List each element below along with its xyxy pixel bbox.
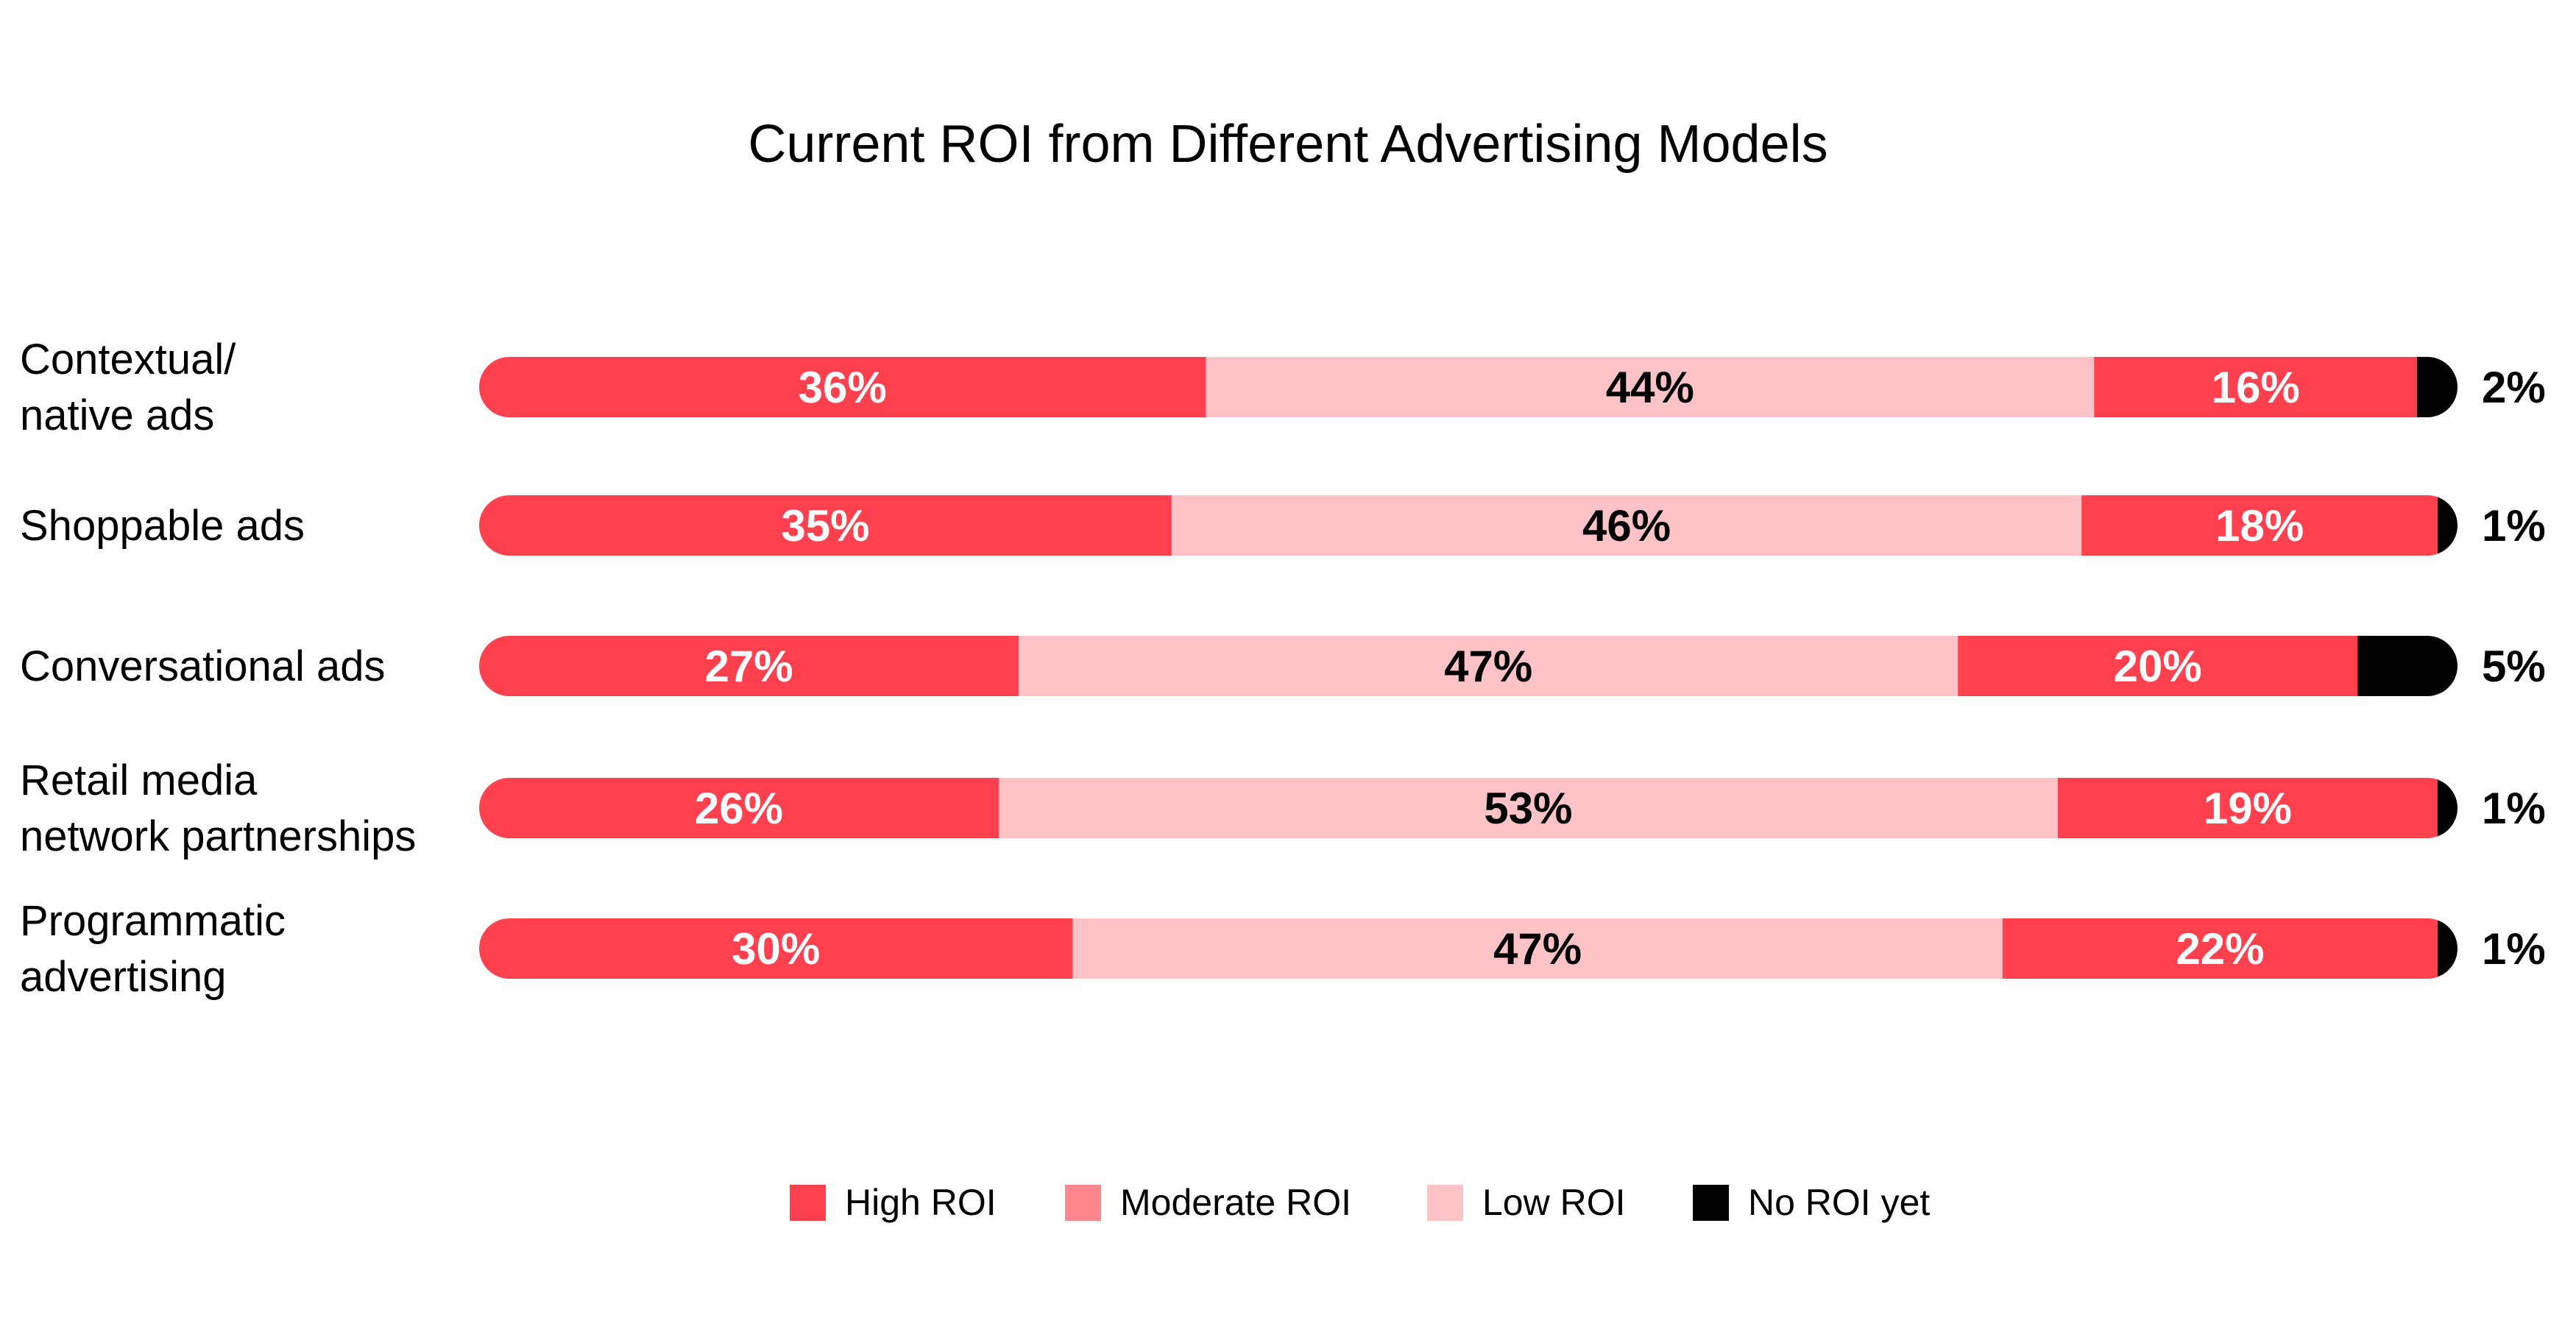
- data-label: 2%: [2482, 363, 2546, 412]
- legend-swatch: [1065, 1184, 1101, 1221]
- bar-row: [479, 357, 2458, 417]
- data-label: 22%: [2176, 924, 2264, 974]
- data-label: 1%: [2482, 924, 2546, 974]
- bar-segment-low-roi: [2057, 778, 2438, 838]
- category-label: Contextual/native ads: [20, 336, 236, 439]
- chart-title: Current ROI from Different Advertising M…: [748, 115, 1828, 174]
- category-label: Conversational ads: [20, 642, 386, 690]
- data-label: 18%: [2215, 501, 2304, 550]
- data-label: 20%: [2114, 642, 2202, 691]
- bar-segment-no-roi-yet: [2417, 357, 2458, 417]
- category-label: Programmatic advertising: [20, 897, 286, 1001]
- data-label: 46%: [1582, 501, 1671, 550]
- category-label: Shoppable ads: [20, 502, 305, 550]
- bar-row: [479, 778, 2458, 838]
- bar-segment-high-roi: [479, 778, 999, 838]
- data-label: 47%: [1493, 924, 1582, 974]
- bar-segment-high-roi: [479, 636, 1019, 696]
- data-label: 44%: [1606, 363, 1694, 412]
- bar-segment-moderate-roi: [998, 778, 2059, 838]
- bar-segment-high-roi: [479, 495, 1172, 556]
- legend-label: Low ROI: [1482, 1182, 1626, 1223]
- bar-row: [479, 495, 2458, 556]
- bar-segment-low-roi: [1958, 636, 2358, 696]
- data-label: 26%: [695, 784, 783, 833]
- bar-row: [479, 636, 2458, 696]
- bar-segment-low-roi: [2002, 918, 2438, 979]
- data-label: 27%: [704, 642, 793, 691]
- bar-segment-high-roi: [479, 918, 1073, 979]
- data-label: 19%: [2204, 784, 2292, 833]
- bar-segment-no-roi-yet: [2438, 918, 2458, 979]
- bar-segment-no-roi-yet: [2437, 778, 2458, 838]
- bar-segment-low-roi: [2081, 495, 2438, 556]
- data-label: 53%: [1484, 784, 1572, 833]
- bar-segment-low-roi: [2094, 357, 2418, 417]
- legend-item: No ROI yet: [1693, 1181, 1930, 1224]
- legend-label: Moderate ROI: [1120, 1182, 1352, 1223]
- bar-segment-moderate-roi: [1072, 918, 2003, 979]
- legend-label: No ROI yet: [1748, 1182, 1931, 1223]
- data-label: 36%: [799, 363, 887, 412]
- legend-swatch: [790, 1184, 826, 1221]
- data-label: 30%: [732, 924, 820, 974]
- data-label: 1%: [2482, 784, 2546, 833]
- data-label: 5%: [2482, 642, 2546, 691]
- bar-segment-no-roi-yet: [2357, 636, 2458, 696]
- legend-item: Moderate ROI: [1065, 1181, 1351, 1224]
- legend-swatch: [1693, 1184, 1729, 1221]
- bar-segment-high-roi: [479, 357, 1206, 417]
- bar-segment-moderate-roi: [1019, 636, 1958, 696]
- bar-segment-no-roi-yet: [2438, 495, 2458, 556]
- data-label: 35%: [781, 501, 869, 550]
- data-label: 1%: [2482, 501, 2546, 550]
- legend-label: High ROI: [845, 1182, 997, 1223]
- bar-row: [479, 918, 2458, 979]
- data-label: 16%: [2212, 363, 2300, 412]
- legend-item: Low ROI: [1427, 1181, 1626, 1224]
- bar-segment-moderate-roi: [1206, 357, 2095, 417]
- legend: High ROI Moderate ROI Low ROI No ROI yet: [0, 1181, 2576, 1225]
- data-label: 47%: [1444, 642, 1532, 691]
- bar-segment-moderate-roi: [1171, 495, 2082, 556]
- legend-swatch: [1427, 1184, 1463, 1221]
- legend-item: High ROI: [790, 1181, 997, 1224]
- category-label: Retail media network partnerships: [20, 756, 416, 860]
